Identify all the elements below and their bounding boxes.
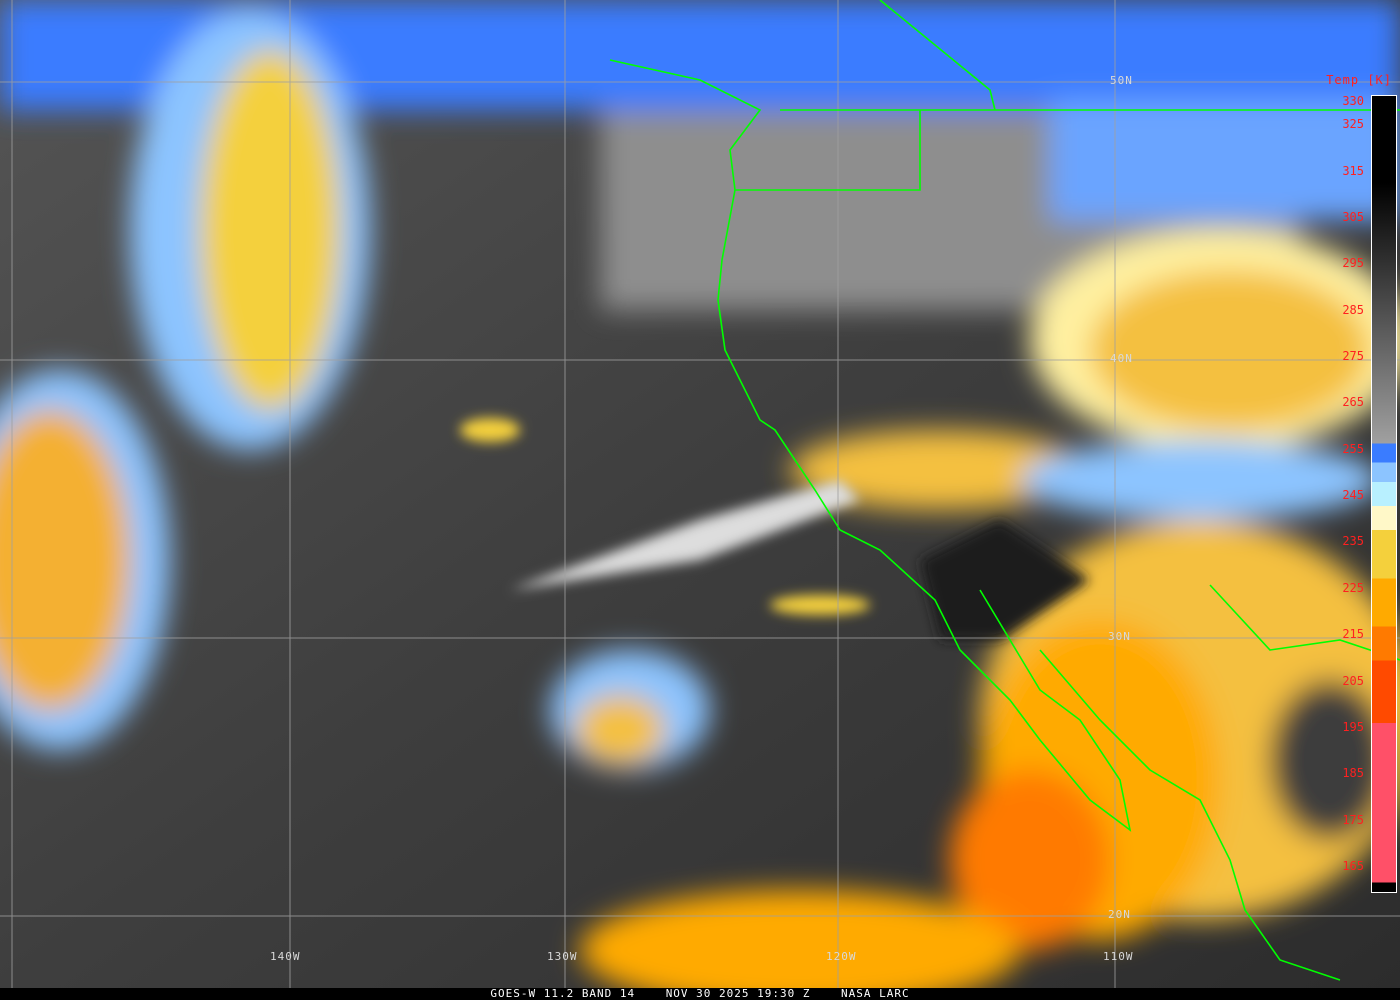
temperature-colorbar — [1371, 95, 1397, 893]
lon-label-140w: 140W — [270, 950, 301, 963]
colorbar-tick-label: 325 — [1342, 117, 1364, 132]
lat-label-30n: 30N — [1108, 630, 1131, 643]
colorbar-tick-label: 330 — [1342, 94, 1364, 108]
coastline — [609, 59, 1132, 832]
colorbar-tick-label: 205 — [1342, 673, 1364, 688]
colorbar-tick-label: 305 — [1342, 209, 1364, 224]
lon-label-120w: 120W — [826, 950, 857, 963]
lat-label-40n: 40N — [1110, 352, 1133, 365]
colorbar-tick-label: 195 — [1342, 719, 1364, 734]
colorbar-tick-label: 225 — [1342, 580, 1364, 595]
mexico-border — [1209, 584, 1400, 661]
colorbar-tick-label: 185 — [1342, 766, 1364, 781]
colorbar-tick-label: 265 — [1342, 395, 1364, 410]
lat-label-50n: 50N — [1110, 74, 1133, 87]
satellite-band: GOES-W 11.2 BAND 14 — [490, 987, 636, 1000]
colorbar-tick-label: 215 — [1342, 627, 1364, 642]
colorbar-tick-label: 165 — [1342, 859, 1364, 873]
colorbar-tick-label: 175 — [1342, 812, 1364, 827]
colorbar-tick-label: 245 — [1342, 488, 1364, 503]
source-credit: NASA LARC — [841, 987, 910, 1000]
colorbar-tick-label: 285 — [1342, 302, 1364, 317]
state-borders — [735, 110, 921, 191]
colorbar-tick-label: 275 — [1342, 349, 1364, 363]
colorbar-tick-label: 235 — [1342, 534, 1364, 549]
political-borders — [609, 0, 1400, 981]
lon-label-110w: 110W — [1103, 950, 1134, 963]
image-caption: GOES-W 11.2 BAND 14 NOV 30 2025 19:30 Z … — [0, 988, 1400, 1000]
colorbar-tick-label: 295 — [1342, 256, 1364, 271]
lat-label-20n: 20N — [1108, 908, 1131, 921]
colorbar-tick-label: 255 — [1342, 441, 1364, 456]
lon-label-130w: 130W — [547, 950, 578, 963]
colorbar-tick-label: 315 — [1342, 163, 1364, 178]
mainland-coast — [1039, 649, 1341, 981]
timestamp: NOV 30 2025 19:30 Z — [665, 987, 811, 1000]
colorbar-title: Temp [K] — [1326, 73, 1392, 87]
canada-border — [879, 0, 996, 111]
